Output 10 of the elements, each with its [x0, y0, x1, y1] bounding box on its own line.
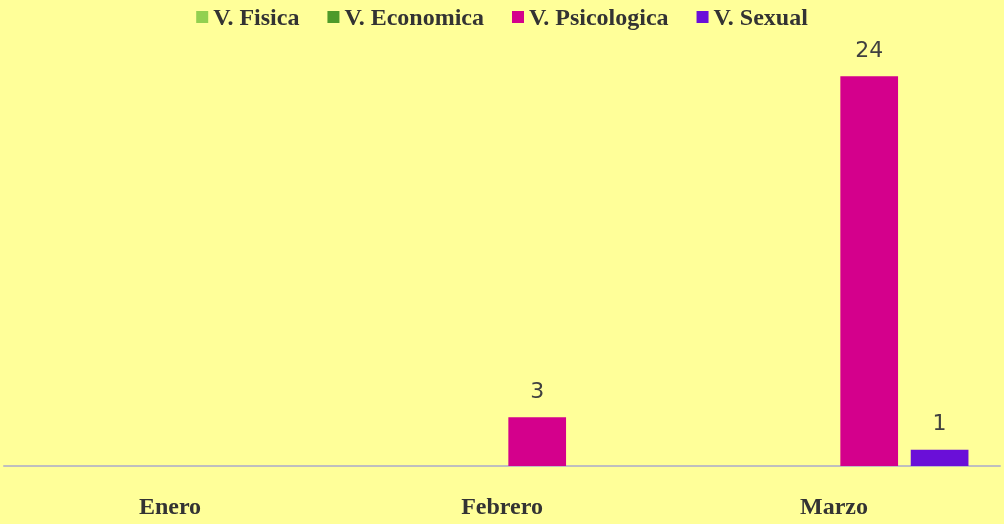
data-label: 1 [932, 410, 947, 436]
x-tick-label: Enero [138, 493, 202, 519]
data-label: 3 [530, 377, 545, 403]
legend-label: V. Sexual [713, 4, 809, 30]
x-tick-label: Febrero [461, 493, 543, 519]
legend-label: V. Psicologica [528, 4, 669, 30]
legend-label: V. Economica [344, 4, 484, 30]
x-tick-label: Marzo [800, 493, 868, 519]
legend-label: V. Fisica [213, 4, 300, 30]
data-label: 24 [855, 36, 884, 62]
